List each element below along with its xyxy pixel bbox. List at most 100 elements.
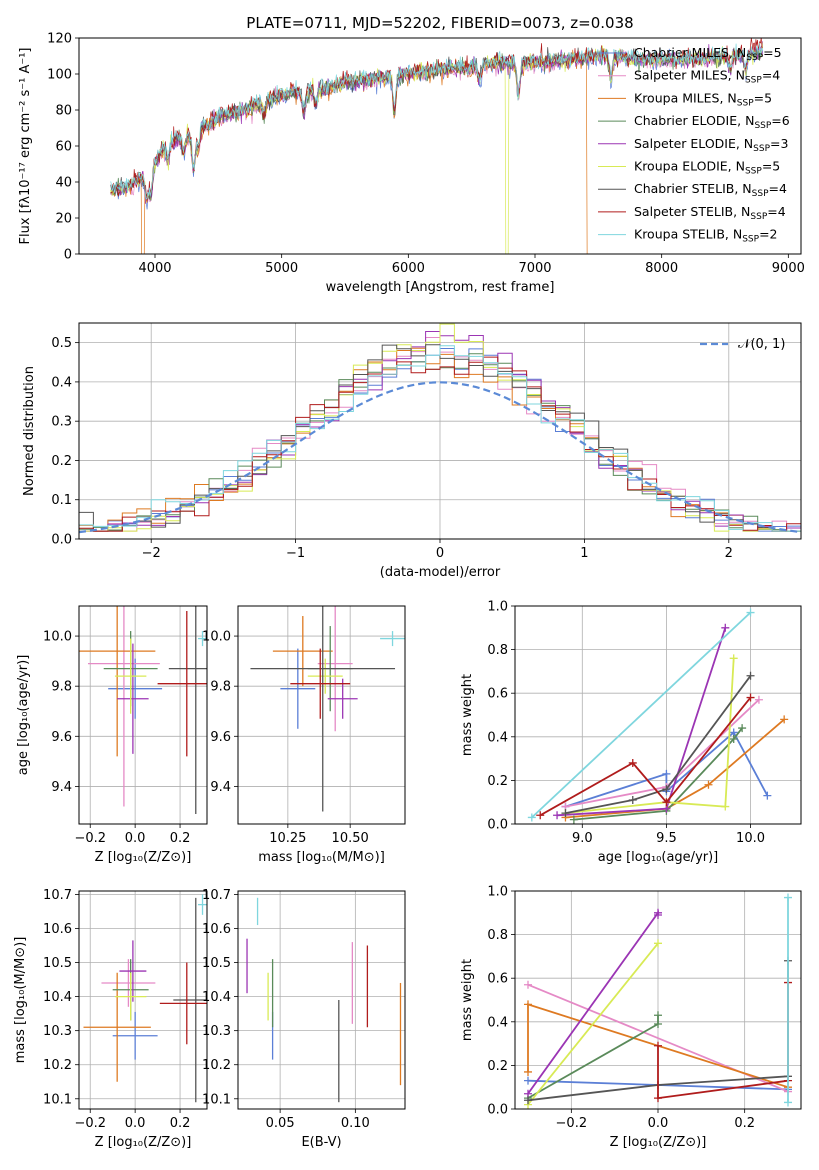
histogram-step — [79, 356, 801, 532]
y-axis-label: mass weight — [460, 959, 475, 1041]
x-tick-label: 10.50 — [332, 831, 369, 846]
plot-area — [527, 608, 789, 824]
plot-area — [250, 606, 405, 812]
weight-marker — [524, 980, 532, 989]
y-tick-label: 10.4 — [43, 990, 72, 1005]
weight-marker — [654, 939, 662, 948]
weight-line — [539, 697, 752, 817]
weight-marker — [780, 715, 789, 724]
axes-frame — [78, 322, 802, 540]
axes-frame — [514, 605, 802, 825]
y-tick-label: 10.5 — [202, 956, 231, 971]
weight-line — [527, 910, 659, 1095]
y-tick-label: 0.4 — [487, 730, 508, 745]
y-tick-label: 0.8 — [487, 643, 508, 658]
weight-marker — [763, 791, 772, 800]
x-axis-label: E(B-V) — [301, 1135, 341, 1150]
y-tick-label: 0.2 — [51, 454, 72, 469]
weight-marker — [654, 1094, 662, 1103]
weight-line — [573, 727, 743, 821]
x-axis-label: age [log₁₀(age/yr)] — [598, 850, 719, 865]
age-vs-metallicity-panel: −0.2 0.0 0.2 9.4 9.6 9.8 10.0 Z [log₁₀(Z/Z⊙)] ag… — [16, 605, 208, 865]
plot-area — [110, 38, 764, 254]
y-tick-label: 10.7 — [202, 888, 231, 903]
y-tick-label: 0.8 — [487, 928, 508, 943]
y-tick-label: 80 — [55, 104, 72, 119]
plot-area — [79, 606, 207, 814]
y-tick-label: 10.3 — [43, 1024, 72, 1039]
y-tick-label: 20 — [55, 212, 72, 227]
x-tick-label: −2 — [142, 546, 161, 561]
plot-area — [246, 897, 402, 1103]
y-tick-label: 0.3 — [51, 415, 72, 430]
weight-marker — [536, 811, 545, 820]
y-tick-label: 9.6 — [51, 730, 72, 745]
y-tick-label: 10.6 — [43, 922, 72, 937]
legend: Chabrier MILES, NSSP=5 Salpeter MILES, NS… — [598, 45, 790, 245]
y-tick-label: 60 — [55, 140, 72, 155]
x-tick-label: 0.10 — [341, 1116, 370, 1131]
weight-marker — [662, 769, 671, 778]
x-tick-label: 6000 — [392, 261, 425, 276]
y-tick-label: 10.7 — [43, 888, 72, 903]
spectrum-line — [110, 43, 764, 200]
weight-vs-age-panel: 9.0 9.5 10.0 0.0 0.2 0.4 0.6 0.8 1.0 age [log₁₀(a… — [460, 600, 802, 865]
y-tick-label: 10.1 — [202, 1092, 231, 1107]
x-tick-label: 1 — [580, 546, 588, 561]
x-tick-label: 9000 — [772, 261, 805, 276]
y-tick-label: 9.6 — [210, 730, 231, 745]
y-tick-label: 0.4 — [51, 375, 72, 390]
x-tick-label: 8000 — [645, 261, 678, 276]
legend-label: Kroupa ELODIE, NSSP=5 — [634, 159, 780, 177]
legend-label: 𝒩(0, 1) — [738, 337, 785, 352]
weight-marker — [553, 811, 562, 820]
mass-vs-metallicity-panel: −0.2 0.0 0.2 10.1 10.2 10.3 10.4 10.5 10.6 10.7 Z … — [13, 888, 208, 1150]
x-axis-label: Z [log₁₀(Z/Z⊙)] — [95, 1135, 192, 1150]
weight-marker — [569, 815, 578, 824]
weight-marker — [628, 796, 637, 805]
x-tick-label: 0 — [436, 546, 444, 561]
x-tick-label: 0.0 — [125, 1116, 146, 1131]
y-tick-label: 10.1 — [43, 1092, 72, 1107]
x-tick-label: −0.2 — [74, 1116, 106, 1131]
weight-marker — [729, 654, 738, 663]
y-tick-label: 100 — [47, 68, 72, 83]
y-tick-label: 9.8 — [210, 680, 231, 695]
y-tick-label: 0.6 — [487, 687, 508, 702]
y-tick-label: 120 — [47, 32, 72, 47]
weight-marker — [662, 798, 671, 807]
y-tick-label: 0.2 — [487, 1059, 508, 1074]
x-tick-label: 4000 — [138, 261, 171, 276]
weight-line — [527, 942, 659, 1106]
legend-label: Chabrier STELIB, NSSP=4 — [634, 181, 787, 199]
weight-marker — [527, 813, 536, 822]
normal-reference-curve — [79, 381, 801, 534]
weight-marker — [662, 785, 671, 794]
y-tick-label: 10.0 — [202, 630, 231, 645]
axes-frame — [237, 890, 406, 1110]
spectrum-panel: 4000 5000 6000 7000 8000 9000 0 20 40 60 80 100 120 w… — [18, 14, 805, 295]
x-tick-label: 10.25 — [269, 831, 306, 846]
x-tick-label: 9.0 — [572, 831, 593, 846]
axes-frame — [78, 890, 208, 1110]
x-tick-label: −0.2 — [74, 831, 106, 846]
weight-marker — [721, 623, 730, 632]
residuals-panel: −2 −1 0 1 2 0.0 0.1 0.2 0.3 0.4 0.5 (data-model)/er… — [22, 322, 802, 580]
y-axis-label: mass [log₁₀(M/M⊙)] — [13, 937, 28, 1064]
x-tick-label: 0.2 — [170, 1116, 191, 1131]
weight-marker — [524, 1000, 532, 1009]
weight-marker — [729, 734, 738, 743]
y-axis-label: age [log₁₀(age/yr)] — [16, 655, 31, 776]
x-axis-label: mass [log₁₀(M/M⊙)] — [258, 850, 385, 865]
weight-marker — [654, 1041, 662, 1050]
y-tick-label: 0.0 — [487, 818, 508, 833]
y-axis-label: Flux [fλ10⁻¹⁷ erg cm⁻² s⁻¹ A⁻¹] — [18, 48, 33, 245]
y-tick-label: 0.0 — [51, 533, 72, 548]
plot-area — [79, 323, 801, 534]
y-tick-label: 10.2 — [202, 1058, 231, 1073]
x-tick-label: 5000 — [265, 261, 298, 276]
y-tick-label: 10.0 — [43, 630, 72, 645]
y-tick-label: 1.0 — [487, 885, 508, 900]
y-tick-label: 9.4 — [51, 780, 72, 795]
